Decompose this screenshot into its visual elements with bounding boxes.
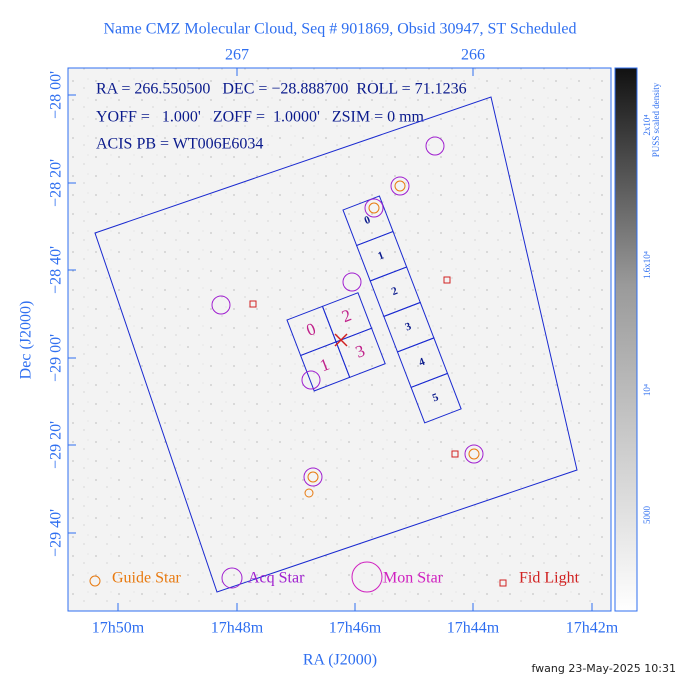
x-axis-label: RA (J2000): [303, 652, 377, 669]
y-tick-label: −28 40': [48, 246, 65, 294]
chip-label: 0: [363, 214, 373, 227]
top-tick-label: 267: [225, 47, 249, 64]
y-tick-label: −29 00': [48, 334, 65, 382]
y-axis-label: Dec (J2000): [18, 301, 35, 380]
chip-label: 1: [376, 249, 385, 262]
acis-s-array: 0 1 2 3 4 5: [342, 195, 462, 424]
bottom-tick-label: 17h50m: [92, 620, 145, 637]
aimpoint: [334, 333, 348, 347]
stars: [211, 136, 484, 498]
chip-label: 4: [417, 356, 427, 369]
title: Name CMZ Molecular Cloud, Seq # 901869, …: [104, 21, 577, 38]
colorbar-tick-label: 1.6x10⁴: [642, 251, 652, 279]
chip-label: 3: [404, 320, 414, 333]
bottom-tick-label: 17h42m: [566, 620, 619, 637]
field-outline: [94, 96, 578, 593]
chip-label: 5: [431, 391, 441, 404]
colorbar-tick-label: 5000: [642, 506, 652, 525]
colorbar: [614, 67, 638, 612]
y-tick-label: −28 00': [48, 71, 65, 119]
legend-label: Fid Light: [519, 570, 580, 587]
tick-marks: [68, 68, 593, 611]
bottom-tick-label: 17h46m: [329, 620, 382, 637]
info-line: YOFF = 1.000' ZOFF = 1.0000' ZSIM = 0 mm: [96, 109, 425, 126]
colorbar-label: PUSS scaled density: [651, 82, 661, 157]
legend-label: Acq Star: [248, 570, 305, 587]
colorbar-tick-label: 10⁴: [642, 384, 652, 396]
legend-label: Guide Star: [112, 570, 182, 587]
footer-stamp: fwang 23-May-2025 10:31: [531, 662, 676, 675]
y-tick-label: −29 20': [48, 421, 65, 469]
chip-label: 2: [390, 285, 400, 298]
legend-label: Mon Star: [383, 570, 444, 587]
bottom-tick-label: 17h44m: [447, 620, 500, 637]
bottom-tick-label: 17h48m: [211, 620, 264, 637]
info-line: RA = 266.550500 DEC = −28.888700 ROLL = …: [96, 81, 467, 98]
legend: Guide Star Acq Star Mon Star Fid Light: [89, 561, 580, 593]
y-tick-label: −29 40': [48, 509, 65, 557]
y-tick-label: −28 20': [48, 159, 65, 207]
info-line: ACIS PB = WT006E6034: [96, 136, 263, 153]
top-tick-label: 266: [461, 47, 485, 64]
colorbar-tick-label: 2x10⁴: [642, 114, 652, 135]
